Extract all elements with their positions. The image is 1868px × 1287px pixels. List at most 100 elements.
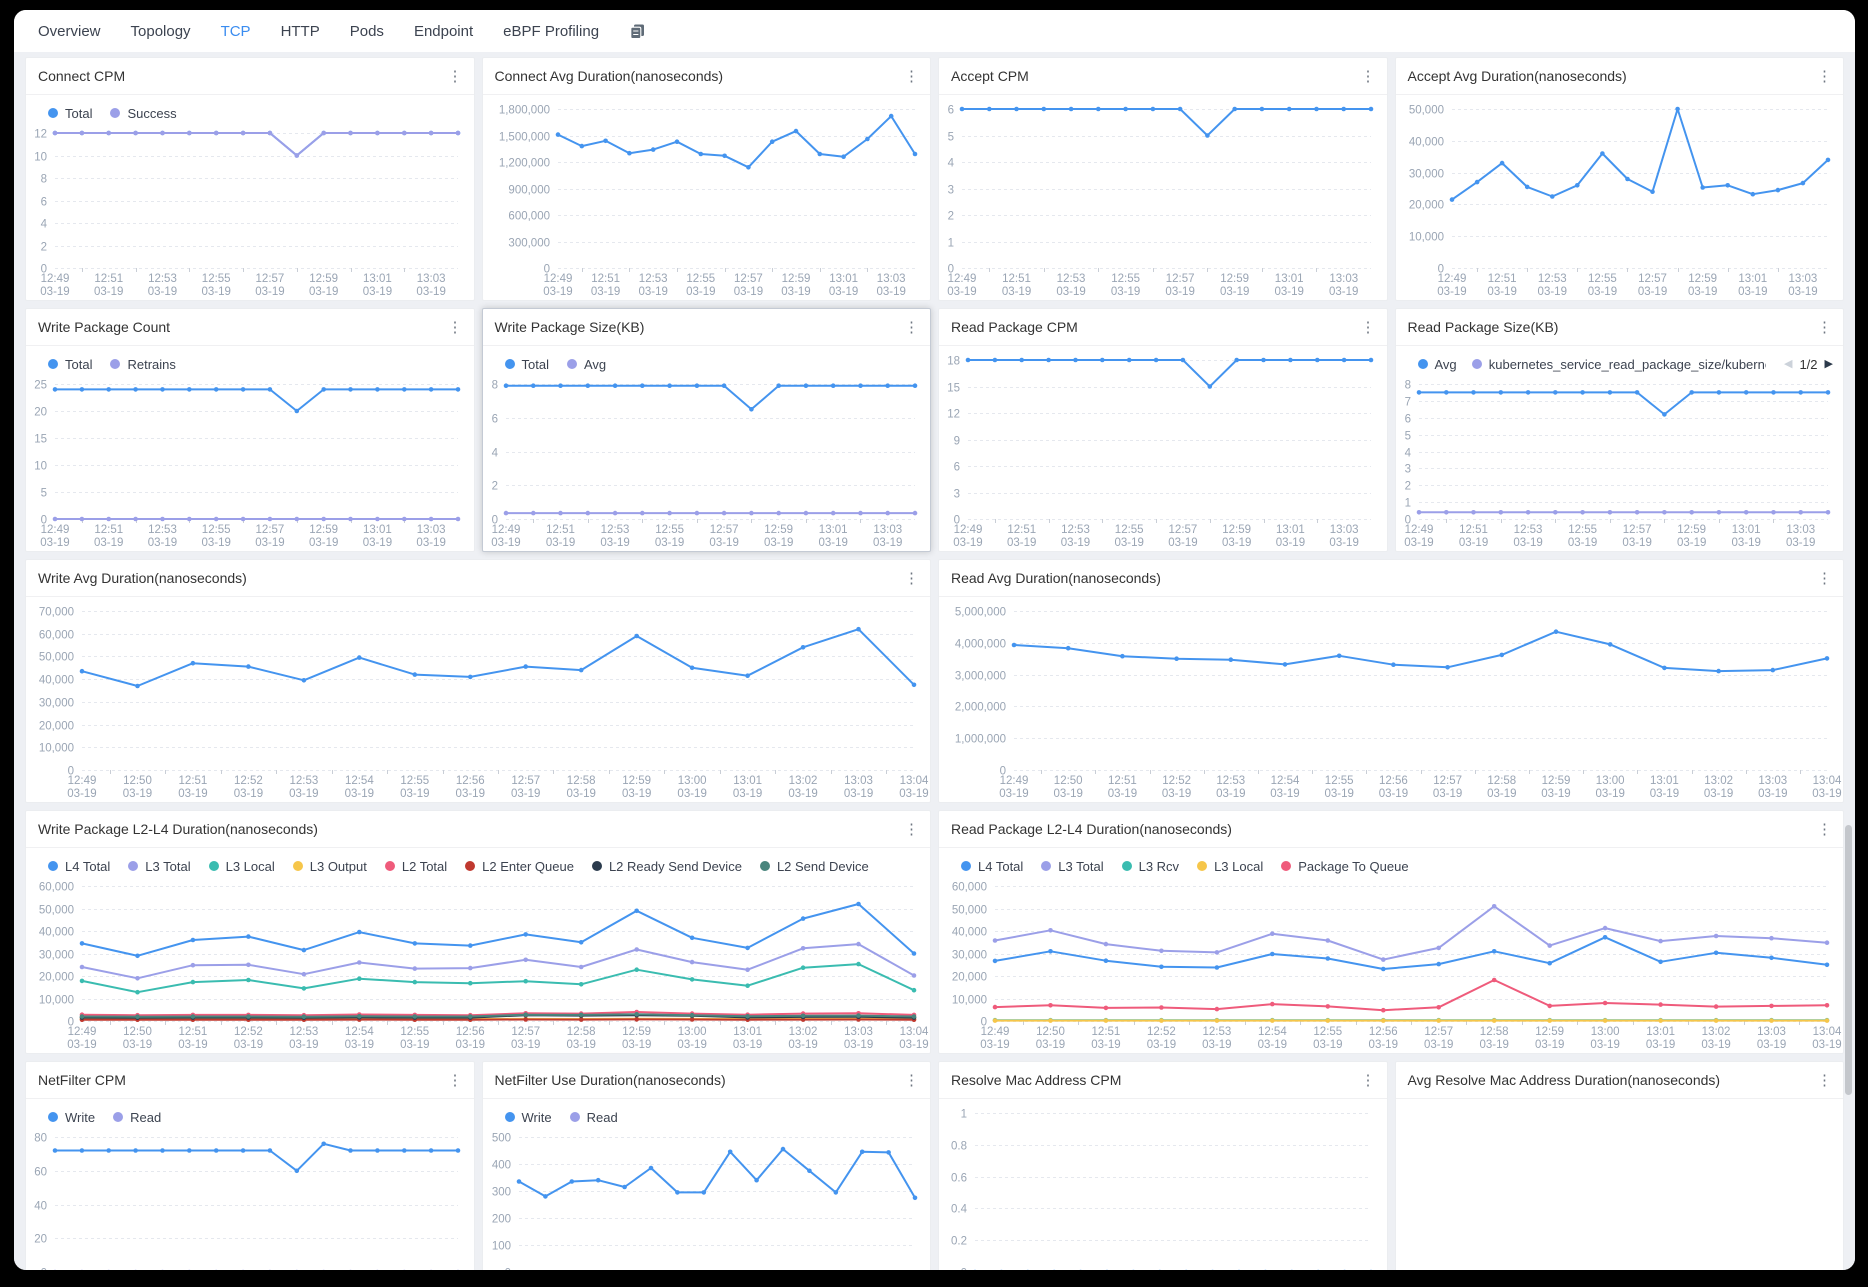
line-chart: 0 1 2 3 4 5 6 7 8 12:49 03-19 12:51 03-19 12:53 03-19 1… (1396, 376, 1844, 551)
chart-title: Write Package Count (38, 319, 171, 335)
svg-text:0: 0 (954, 515, 960, 527)
more-options-icon[interactable]: ⋮ (1817, 569, 1832, 587)
chart-title: Connect CPM (38, 68, 126, 84)
legend-item[interactable]: Success (110, 106, 177, 121)
chart-card-avg-resolve-mac-duration: Avg Resolve Mac Address Duration(nanosec… (1394, 1061, 1844, 1270)
legend-item[interactable]: L3 Output (292, 859, 367, 874)
legend-item[interactable]: Write (48, 1110, 95, 1125)
svg-text:03-19: 03-19 (1220, 286, 1249, 298)
legend-item[interactable]: Package To Queue (1281, 858, 1409, 874)
legend-item[interactable]: L3 Rcv (1121, 859, 1179, 874)
more-options-icon[interactable]: ⋮ (447, 67, 463, 85)
more-options-icon[interactable]: ⋮ (904, 67, 919, 85)
svg-text:03-19: 03-19 (818, 537, 847, 549)
legend-item[interactable]: L4 Total (48, 859, 110, 874)
svg-text:03-19: 03-19 (1147, 1039, 1176, 1051)
svg-text:40,000: 40,000 (952, 927, 987, 939)
copy-icon[interactable] (629, 23, 646, 40)
more-options-icon[interactable]: ⋮ (1817, 318, 1832, 336)
svg-text:03-19: 03-19 (1216, 788, 1245, 800)
tab-ebpf-profiling[interactable]: eBPF Profiling (503, 22, 600, 40)
more-options-icon[interactable]: ⋮ (447, 318, 463, 336)
more-options-icon[interactable]: ⋮ (1817, 820, 1832, 838)
legend-dot (208, 861, 219, 871)
legend-label: Package To Queue (1298, 858, 1409, 874)
svg-text:10,000: 10,000 (39, 995, 74, 1007)
legend-item[interactable]: L2 Total (384, 859, 447, 874)
card-header: Read Package L2-L4 Duration(nanoseconds)… (939, 811, 1843, 848)
svg-text:100: 100 (491, 1241, 510, 1253)
chart-title: NetFilter Use Duration(nanoseconds) (494, 1072, 726, 1088)
legend-item[interactable]: Retrains (110, 357, 176, 372)
more-options-icon[interactable]: ⋮ (447, 1071, 463, 1089)
more-options-icon[interactable]: ⋮ (904, 569, 919, 587)
svg-text:03-19: 03-19 (1329, 537, 1358, 549)
svg-text:12:49: 12:49 (491, 524, 520, 536)
svg-text:12:49: 12:49 (1437, 273, 1466, 285)
legend-item[interactable]: Read (113, 1110, 161, 1125)
line-chart: 02040608012:4903-1912:5103-1912:5303-191… (26, 1129, 474, 1270)
more-options-icon[interactable]: ⋮ (904, 318, 919, 336)
legend-item[interactable]: Total (504, 356, 549, 372)
legend-label: Total (521, 356, 549, 372)
legend-item[interactable]: L2 Ready Send Device (591, 859, 742, 874)
svg-text:12:53: 12:53 (148, 273, 177, 285)
legend-item[interactable]: Avg (1417, 357, 1457, 372)
tab-overview[interactable]: Overview (38, 22, 101, 40)
legend-label: L2 Enter Queue (482, 858, 574, 874)
more-options-icon[interactable]: ⋮ (904, 820, 919, 838)
tab-topology[interactable]: Topology (130, 22, 191, 40)
svg-text:12:57: 12:57 (709, 524, 738, 536)
more-options-icon[interactable]: ⋮ (1817, 67, 1832, 85)
chart-title: Accept CPM (951, 68, 1029, 84)
svg-text:03-19: 03-19 (1812, 788, 1841, 800)
card-header: Resolve Mac Address CPM ⋮ (939, 1062, 1387, 1099)
legend-item[interactable]: Read (569, 1110, 618, 1125)
legend-item[interactable]: L2 Send Device (759, 859, 869, 874)
svg-text:03-19: 03-19 (1369, 1039, 1398, 1051)
legend-dot (110, 359, 121, 369)
chart-card-accept-avg-duration: Accept Avg Duration(nanoseconds) ⋮ 0 10,000… (1394, 57, 1844, 301)
svg-text:03-19: 03-19 (1513, 537, 1542, 549)
scrollbar-thumb[interactable] (1845, 825, 1852, 1095)
legend-label: L4 Total (65, 858, 111, 874)
chart-title: Write Avg Duration(nanoseconds) (38, 570, 247, 586)
tab-tcp[interactable]: TCP (220, 22, 251, 40)
svg-text:03-19: 03-19 (1704, 788, 1733, 800)
legend-item[interactable]: L2 Enter Queue (465, 859, 574, 874)
legend-label: L3 Total (1058, 858, 1104, 874)
legend-item[interactable]: L3 Total (1041, 858, 1104, 874)
more-options-icon[interactable]: ⋮ (1817, 1071, 1832, 1089)
more-options-icon[interactable]: ⋮ (904, 1071, 919, 1089)
tab-endpoint[interactable]: Endpoint (413, 22, 474, 40)
card-header: Write Package L2-L4 Duration(nanoseconds… (26, 811, 930, 848)
legend-item[interactable]: Total (48, 357, 92, 372)
legend-item[interactable]: Avg (566, 357, 606, 372)
tab-http[interactable]: HTTP (280, 22, 320, 40)
tab-pods[interactable]: Pods (349, 22, 384, 40)
svg-text:03-19: 03-19 (309, 286, 338, 298)
more-options-icon[interactable]: ⋮ (1360, 318, 1376, 336)
legend-item[interactable]: L3 Total (128, 859, 191, 874)
legend-item[interactable]: Total (48, 106, 92, 121)
legend-item[interactable]: L3 Local (1197, 859, 1263, 874)
svg-text:20,000: 20,000 (39, 972, 74, 984)
legend-item[interactable]: kubernetes_service_read_package_size/kub… (1471, 357, 1766, 372)
more-options-icon[interactable]: ⋮ (1360, 1071, 1376, 1089)
legend-prev-icon[interactable]: ◀ (1783, 357, 1793, 370)
svg-text:03-19: 03-19 (1812, 1039, 1841, 1051)
svg-text:03-19: 03-19 (873, 537, 902, 549)
more-options-icon[interactable]: ⋮ (1360, 67, 1376, 85)
svg-text:03-19: 03-19 (1276, 537, 1305, 549)
chart-legend: Write Read (26, 1101, 474, 1129)
legend-item[interactable]: L4 Total (961, 859, 1023, 874)
svg-text:03-19: 03-19 (1738, 286, 1767, 298)
svg-text:03-19: 03-19 (566, 788, 595, 800)
dashboard-content: Connect CPM ⋮ Total Success 0 2 4 6 8 10 12 12:49 03… (14, 52, 1855, 1270)
svg-text:5: 5 (1404, 431, 1410, 443)
tab-bar: Overview Topology TCP HTTP Pods Endpoint eBPF … (14, 10, 1855, 52)
legend-item[interactable]: L3 Local (208, 859, 275, 874)
legend-next-icon[interactable]: ▶ (1824, 357, 1833, 370)
legend-dot (128, 861, 139, 871)
legend-item[interactable]: Write (504, 1110, 552, 1125)
